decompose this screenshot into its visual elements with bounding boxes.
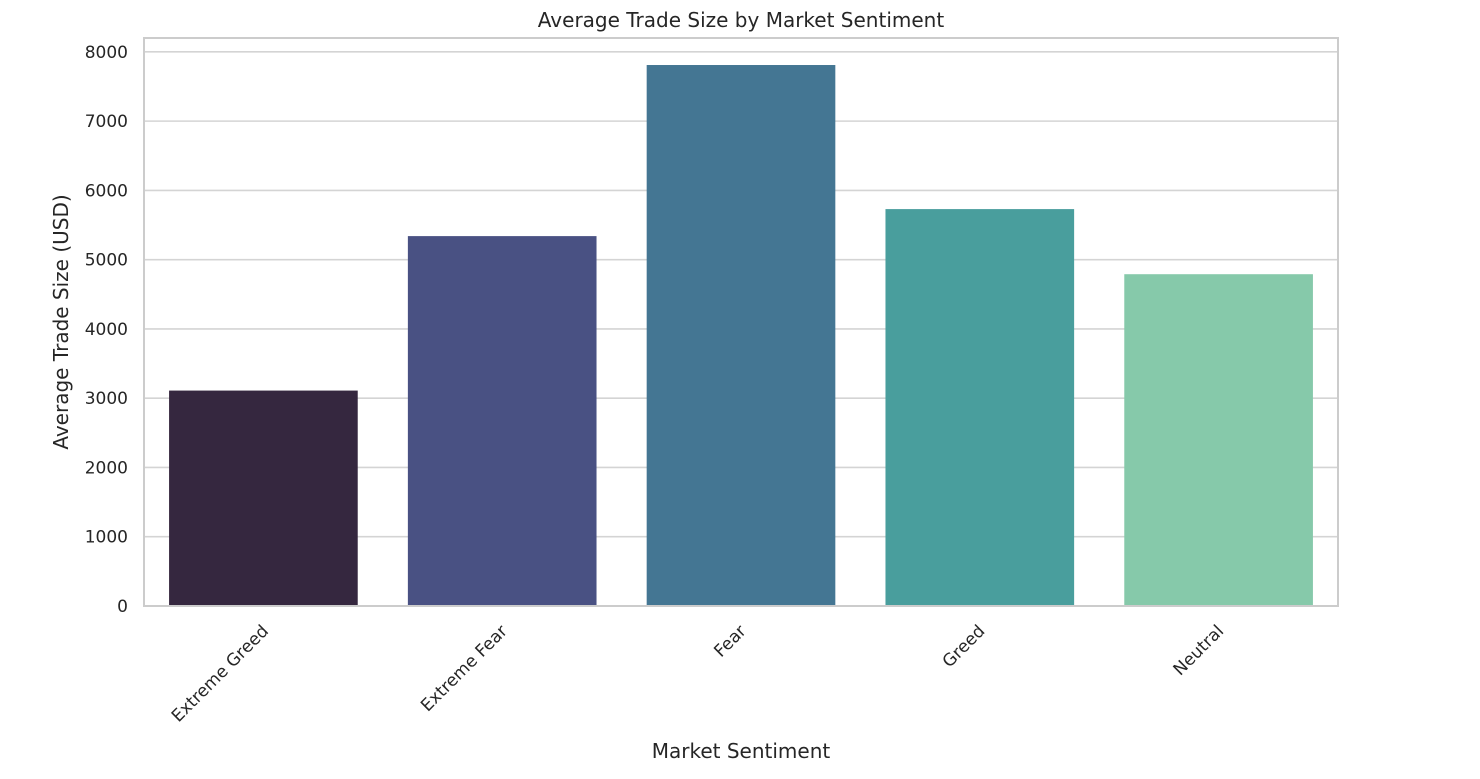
y-tick-label: 1000 (85, 528, 128, 548)
x-tick-label: Neutral (1170, 621, 1229, 680)
x-axis-label: Market Sentiment (652, 739, 831, 763)
chart-title: Average Trade Size by Market Sentiment (538, 8, 945, 32)
bar-greed (885, 209, 1075, 606)
bar-extreme-fear (407, 236, 597, 607)
x-tick-labels: Extreme Greed Extreme Fear Fear Greed Neutra… (168, 621, 1228, 726)
bar-fear (646, 65, 836, 606)
bars (169, 65, 1313, 607)
y-tick-labels: 0 1000 2000 3000 4000 5000 6000 7000 8000 (85, 43, 128, 617)
y-tick-label: 8000 (85, 43, 128, 63)
x-tick-label: Greed (939, 621, 990, 672)
y-tick-label: 2000 (85, 458, 128, 478)
y-tick-label: 5000 (85, 251, 128, 271)
x-tick-label: Fear (710, 621, 750, 661)
x-tick-label: Extreme Fear (417, 621, 512, 716)
y-axis-label: Average Trade Size (USD) (49, 194, 73, 449)
y-tick-label: 0 (117, 597, 128, 617)
y-tick-label: 4000 (85, 320, 128, 340)
x-tick-label: Extreme Greed (168, 621, 273, 726)
y-tick-label: 6000 (85, 181, 128, 201)
plot-frame (143, 37, 1339, 607)
bar-extreme-greed (169, 390, 358, 606)
bar-neutral (1124, 274, 1313, 606)
y-tick-label: 3000 (85, 389, 128, 409)
y-tick-label: 7000 (85, 112, 128, 132)
